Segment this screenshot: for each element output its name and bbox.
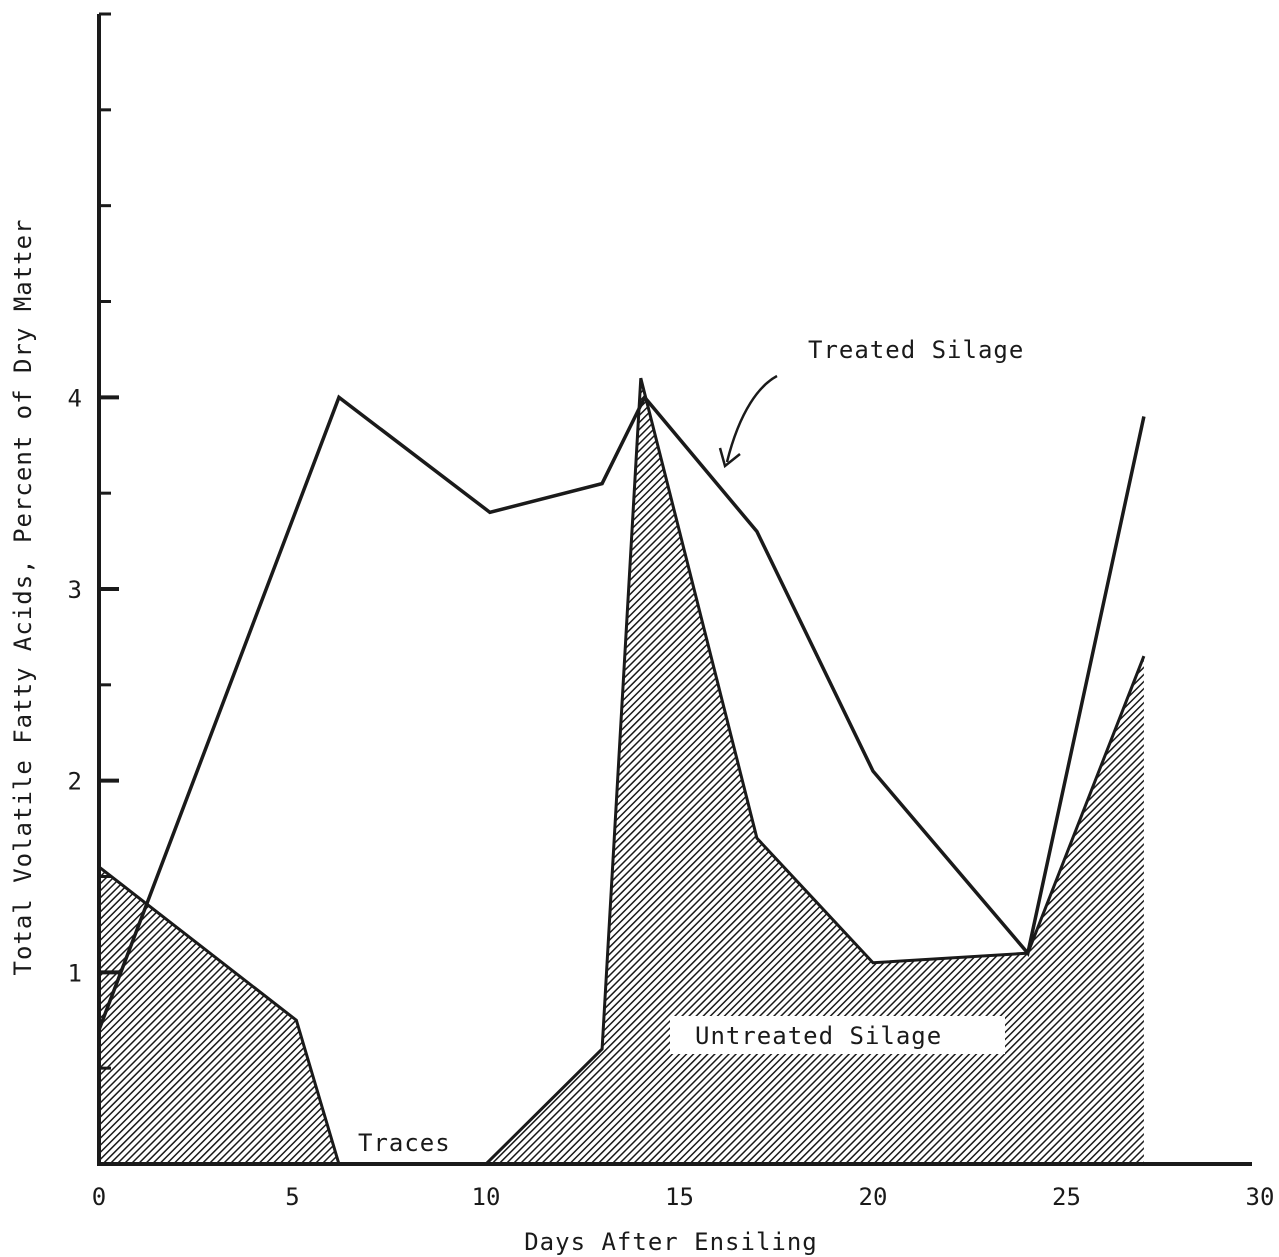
treated-silage-line bbox=[97, 394, 1146, 1031]
treated-silage-arrowhead bbox=[718, 447, 741, 469]
untreated-area-layer bbox=[98, 377, 1146, 1166]
annotations: Untreated Silage Treated Silage Traces bbox=[358, 336, 1024, 1157]
traces-label: Traces bbox=[358, 1129, 451, 1157]
x-tick-label: 20 bbox=[859, 1183, 888, 1211]
ticks: 0 5 10 15 20 25 30 1 2 3 4 bbox=[68, 12, 1275, 1211]
treated-silage-arrow bbox=[725, 374, 778, 463]
untreated-silage-label: Untreated Silage bbox=[695, 1022, 942, 1050]
untreated-label-background bbox=[670, 1016, 1005, 1054]
y-tick-label: 2 bbox=[68, 768, 82, 796]
x-tick-label: 30 bbox=[1246, 1183, 1275, 1211]
x-tick-label: 25 bbox=[1052, 1183, 1081, 1211]
x-axis-title: Days After Ensiling bbox=[524, 1228, 818, 1256]
untreated-silage-outline bbox=[98, 377, 1146, 1166]
y-tick-label: 3 bbox=[68, 576, 82, 604]
untreated-silage-area bbox=[99, 378, 1144, 1165]
y-axis-title: Total Volatile Fatty Acids, Percent of D… bbox=[9, 218, 37, 975]
y-tick-label: 4 bbox=[68, 384, 82, 412]
treated-silage-label: Treated Silage bbox=[808, 336, 1024, 364]
x-tick-label: 10 bbox=[472, 1183, 501, 1211]
x-tick-label: 5 bbox=[285, 1183, 299, 1211]
x-tick-label: 15 bbox=[665, 1183, 694, 1211]
x-tick-label: 0 bbox=[92, 1183, 106, 1211]
y-tick-label: 1 bbox=[68, 959, 82, 987]
treated-line-layer bbox=[97, 394, 1146, 1031]
